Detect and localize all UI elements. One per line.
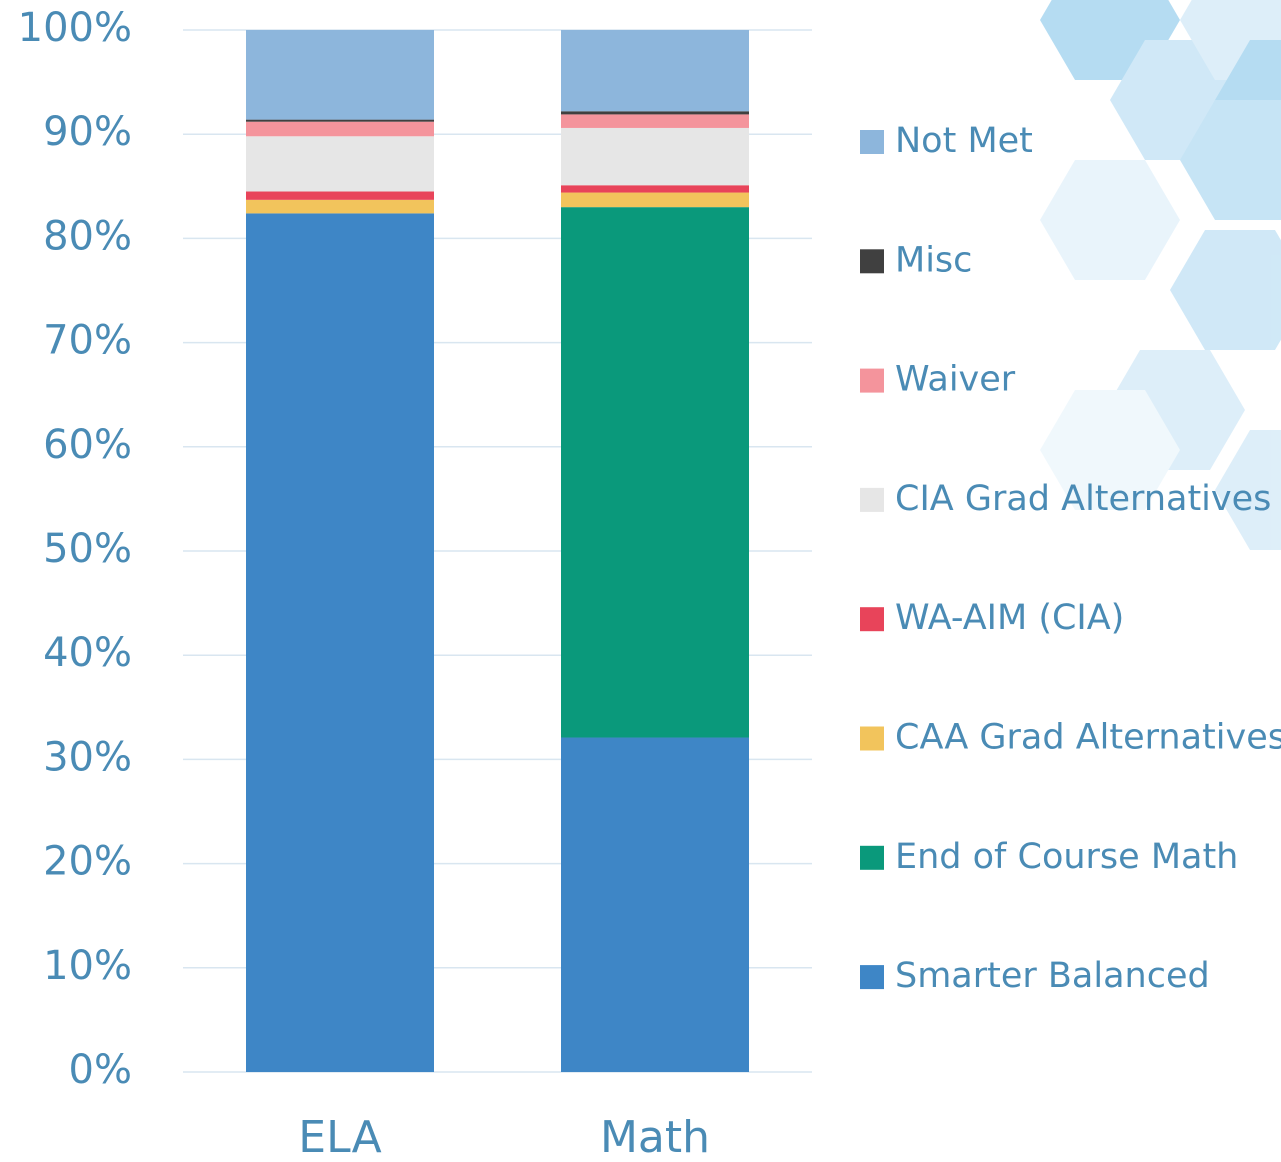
y-tick-label: 60%: [43, 422, 132, 468]
legend-swatch: [860, 249, 884, 273]
legend-label: WA-AIM (CIA): [895, 598, 1124, 638]
x-tick-label: Math: [600, 1112, 710, 1162]
legend-label: Smarter Balanced: [895, 956, 1210, 996]
bar-segment: [246, 122, 434, 137]
bar-segment: [246, 120, 434, 122]
legend-swatch: [860, 727, 884, 751]
bar-segment: [246, 213, 434, 1072]
bar-segment: [561, 738, 749, 1072]
bar-segment: [561, 111, 749, 114]
hexagon: [1170, 230, 1281, 350]
bar-segment: [246, 136, 434, 191]
y-tick-label: 10%: [43, 943, 132, 989]
legend-swatch: [860, 130, 884, 154]
legend-label: Waiver: [895, 360, 1016, 400]
legend-label: Misc: [895, 240, 972, 280]
legend-swatch: [860, 607, 884, 631]
y-tick-label: 0%: [69, 1047, 132, 1093]
y-tick-label: 40%: [43, 630, 132, 676]
bar-segment: [561, 128, 749, 185]
hexagon-decoration: [1040, 0, 1281, 550]
legend-label: CIA Grad Alternatives: [895, 479, 1271, 519]
bar-segment: [246, 192, 434, 200]
legend-swatch: [860, 965, 884, 989]
bar-segment: [561, 193, 749, 208]
y-tick-label: 80%: [43, 213, 132, 259]
y-tick-label: 70%: [43, 318, 132, 364]
bar-segment: [246, 30, 434, 120]
legend-label: Not Met: [895, 121, 1033, 161]
y-tick-label: 20%: [43, 839, 132, 885]
x-tick-label: ELA: [298, 1112, 381, 1162]
y-tick-label: 100%: [18, 5, 132, 51]
y-tick-label: 30%: [43, 734, 132, 780]
legend-swatch: [860, 369, 884, 393]
legend-label: CAA Grad Alternatives: [895, 718, 1281, 758]
hexagon: [1040, 160, 1180, 280]
legend-swatch: [860, 846, 884, 870]
bar-segment: [561, 185, 749, 192]
y-tick-label: 50%: [43, 526, 132, 572]
bar-segment: [561, 30, 749, 111]
legend-swatch: [860, 488, 884, 512]
legend-label: End of Course Math: [895, 837, 1238, 877]
bar-segment: [561, 114, 749, 128]
bar-segment: [246, 200, 434, 214]
y-tick-label: 90%: [43, 109, 132, 155]
bar-segment: [561, 207, 749, 737]
chart: 0% 10% 20% 30% 40% 50% 60% 70% 80% 90% 100% ELA Math…: [0, 0, 1281, 1162]
